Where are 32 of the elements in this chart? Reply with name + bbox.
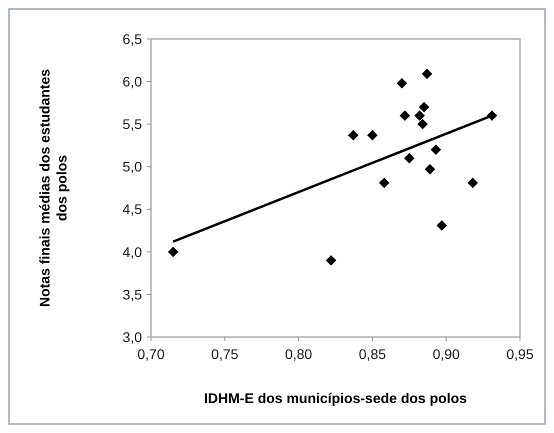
point [404,152,415,164]
y-tick-label: 6,0 [122,73,142,90]
x-tick-label: 0,90 [432,346,460,362]
x-tick-label: 0,80 [284,346,312,362]
point [424,164,436,175]
x-tick-label: 0,75 [211,346,239,362]
x-axis-title: IDHM-E dos municípios-sede dos polos [204,390,468,406]
y-tick-label: 5,0 [122,158,142,175]
point [468,178,478,188]
point [418,102,430,112]
y-tick-label: 3,5 [122,286,142,302]
point [400,110,410,121]
y-tick-label: 4,0 [122,244,142,260]
x-tick-label: 0,95 [506,346,534,362]
point [414,110,425,121]
point [348,130,358,140]
point [326,255,336,266]
y-tick-label: 3,0 [122,328,142,345]
point [367,130,378,140]
x-tick-label: 0,85 [358,346,386,362]
point [378,178,390,188]
point [396,78,408,89]
y-tick-label: 4,5 [122,201,142,218]
point [436,220,448,231]
x-tick-label: 0,70 [137,346,165,362]
point [417,118,428,130]
point [430,144,442,155]
y-tick-label: 6,5 [122,30,142,47]
y-tick-label: 5,5 [122,116,142,132]
y-axis-title: Notas finais médias dos estudantes dos polos [36,68,70,308]
point [422,68,432,80]
point [168,246,178,258]
